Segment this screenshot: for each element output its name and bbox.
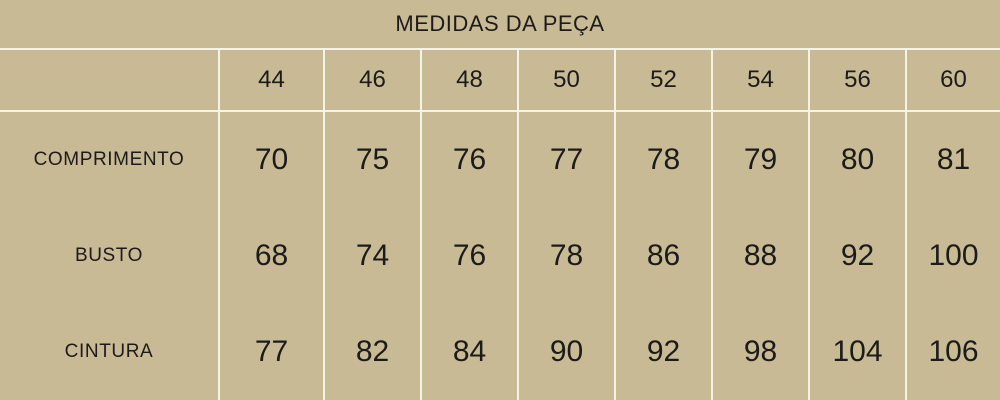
value-cell: 78 xyxy=(614,112,711,208)
value-cell: 79 xyxy=(711,112,808,208)
value-cell: 86 xyxy=(614,208,711,304)
value-cell: 76 xyxy=(420,112,517,208)
value-cell: 84 xyxy=(420,304,517,400)
size-header-cell: 52 xyxy=(614,50,711,110)
value-cell: 76 xyxy=(420,208,517,304)
value-cell: 77 xyxy=(218,304,323,400)
value-cell: 74 xyxy=(323,208,420,304)
value-cell: 92 xyxy=(614,304,711,400)
size-header-cell: 60 xyxy=(905,50,1000,110)
value-cell: 98 xyxy=(711,304,808,400)
value-cell: 104 xyxy=(808,304,905,400)
value-cell: 106 xyxy=(905,304,1000,400)
value-cell: 82 xyxy=(323,304,420,400)
size-header-cell: 56 xyxy=(808,50,905,110)
value-cell: 88 xyxy=(711,208,808,304)
value-cell: 78 xyxy=(517,208,614,304)
row-label: COMPRIMENTO xyxy=(33,149,185,170)
size-header-cell: 48 xyxy=(420,50,517,110)
table-body: COMPRIMENTO 70 75 76 77 78 79 80 81 BUST… xyxy=(0,112,1000,400)
corner-empty-cell xyxy=(0,50,218,110)
value-cell: 81 xyxy=(905,112,1000,208)
row-label: CINTURA xyxy=(64,341,154,362)
table-title: MEDIDAS DA PEÇA xyxy=(0,0,1000,50)
value-cell: 75 xyxy=(323,112,420,208)
size-header-cell: 46 xyxy=(323,50,420,110)
value-cell: 92 xyxy=(808,208,905,304)
size-header-cell: 50 xyxy=(517,50,614,110)
value-cell: 80 xyxy=(808,112,905,208)
value-cell: 100 xyxy=(905,208,1000,304)
size-header-cell: 44 xyxy=(218,50,323,110)
value-cell: 90 xyxy=(517,304,614,400)
value-cell: 70 xyxy=(218,112,323,208)
value-cell: 68 xyxy=(218,208,323,304)
size-header-row: 44 46 48 50 52 54 56 60 xyxy=(0,50,1000,112)
row-label: BUSTO xyxy=(74,245,144,266)
size-header-cell: 54 xyxy=(711,50,808,110)
value-cell: 77 xyxy=(517,112,614,208)
